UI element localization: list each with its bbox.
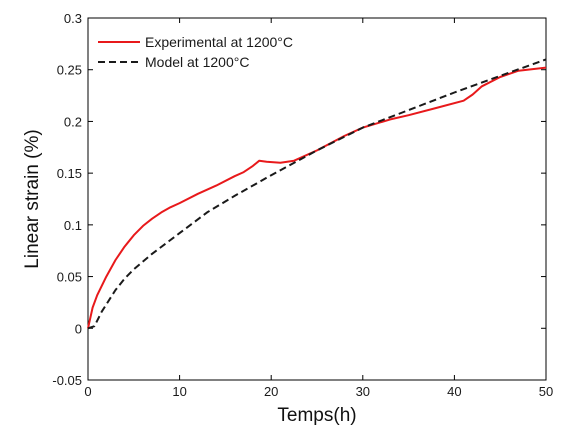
legend-label-experimental: Experimental at 1200°C: [145, 34, 293, 50]
y-tick-label: 0.2: [64, 114, 82, 129]
x-tick-label: 40: [447, 384, 461, 399]
y-tick-label: 0.25: [57, 63, 82, 78]
series-lines: [87, 58, 547, 330]
y-tick-label: 0.1: [64, 218, 82, 233]
series-line-experimental: [87, 66, 547, 329]
x-tick-label: 30: [356, 384, 370, 399]
legend-label-model: Model at 1200°C: [145, 54, 249, 70]
legend: Experimental at 1200°C Model at 1200°C: [98, 34, 293, 70]
y-tick-label: 0: [75, 321, 82, 336]
series-line-model: [87, 58, 547, 330]
x-tick-label: 50: [539, 384, 553, 399]
y-tick-label: 0.15: [57, 166, 82, 181]
axis-ticks: [87, 17, 547, 381]
x-tick-label: 0: [84, 384, 91, 399]
y-tick-label: -0.05: [52, 373, 82, 388]
y-tick-labels: -0.05 0 0.05 0.1 0.15 0.2 0.25 0.3: [52, 11, 82, 388]
y-axis-title: Linear strain (%): [22, 129, 43, 268]
x-tick-labels: 0 10 20 30 40 50: [84, 384, 553, 399]
y-tick-label: 0.3: [64, 11, 82, 26]
y-tick-label: 0.05: [57, 270, 82, 285]
x-tick-label: 20: [264, 384, 278, 399]
plot-area: [87, 17, 547, 381]
x-axis-title: Temps(h): [277, 405, 356, 426]
x-tick-label: 10: [172, 384, 186, 399]
